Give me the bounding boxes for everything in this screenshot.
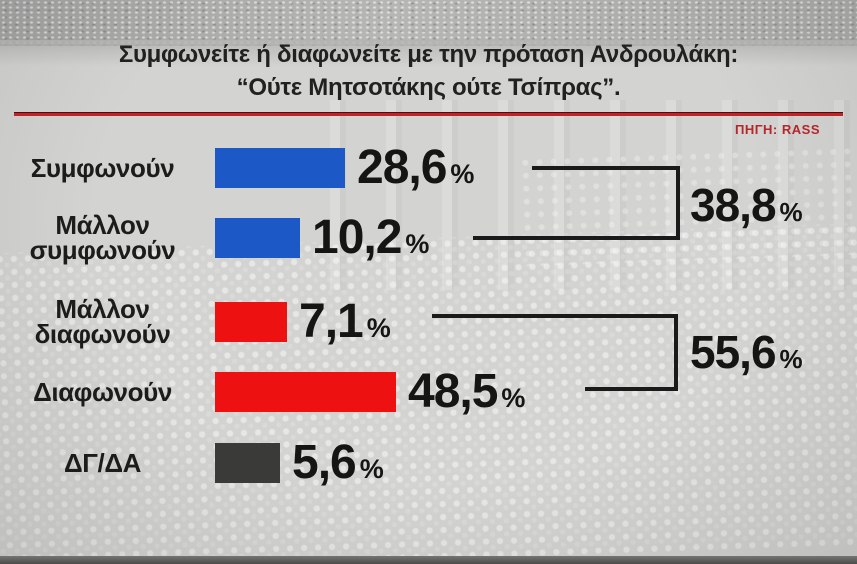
- row-label-line2: συμφωνούν: [29, 235, 176, 265]
- value-label: 28,6%: [357, 144, 474, 192]
- chart-row-dk-da: ΔΓ/ΔΑ 5,6%: [0, 439, 857, 487]
- value-number: 7,1: [299, 295, 364, 348]
- chart-row-disagree: Διαφωνούν 48,5%: [0, 368, 857, 416]
- chart-row-agree: Συμφωνούν 28,6%: [0, 144, 857, 192]
- bar-rather-disagree: [215, 302, 287, 342]
- chart-row-rather-disagree: Μάλλον διαφωνούν 7,1%: [0, 296, 857, 347]
- percent-sign: %: [450, 159, 475, 189]
- source-label: ΠΗΓΗ: RASS: [734, 122, 820, 137]
- background-fade: [0, 40, 857, 66]
- value-number: 5,6: [292, 436, 357, 489]
- value-label: 5,6%: [292, 439, 384, 487]
- value-label: 10,2%: [312, 214, 429, 262]
- percent-sign: %: [501, 383, 526, 413]
- value-number: 28,6: [357, 141, 447, 194]
- row-label-line1: Μάλλον: [55, 210, 150, 240]
- bracket-disagree-bottom-line: [585, 387, 678, 391]
- bar-disagree: [215, 372, 396, 412]
- bar-dk-da: [215, 443, 280, 483]
- percent-sign: %: [359, 454, 384, 484]
- red-divider-line: [14, 112, 843, 116]
- group-total-agree: 38,8%: [690, 182, 803, 228]
- bracket-disagree-top-line: [432, 314, 678, 318]
- percent-sign: %: [779, 197, 803, 227]
- bracket-agree-top-line: [532, 166, 680, 170]
- group-total-disagree: 55,6%: [690, 329, 803, 375]
- bracket-agree-bottom-line: [473, 236, 680, 240]
- chart-row-rather-agree: Μάλλον συμφωνούν 10,2%: [0, 212, 857, 263]
- bracket-agree-vertical-line: [676, 166, 680, 240]
- row-label: Συμφωνούν: [0, 152, 205, 183]
- value-label: 7,1%: [299, 298, 391, 346]
- row-label-line2: διαφωνούν: [34, 319, 171, 349]
- row-label-line1: Διαφωνούν: [33, 376, 172, 407]
- row-label-line1: Συμφωνούν: [30, 152, 175, 183]
- bar-rather-agree: [215, 218, 300, 258]
- percent-sign: %: [405, 229, 430, 259]
- row-label-line1: ΔΓ/ΔΑ: [63, 447, 141, 478]
- chart-title: Συμφωνείτε ή διαφωνείτε με την πρόταση Α…: [20, 38, 837, 104]
- background-parliament-columns: [330, 100, 857, 290]
- value-label: 48,5%: [408, 368, 525, 416]
- bar-agree: [215, 148, 345, 188]
- value-number: 48,5: [408, 365, 498, 418]
- row-label-line1: Μάλλον: [55, 294, 150, 324]
- bracket-disagree-vertical-line: [674, 314, 678, 391]
- row-label: ΔΓ/ΔΑ: [0, 447, 205, 478]
- row-label: Διαφωνούν: [0, 376, 205, 407]
- row-label: Μάλλον διαφωνούν: [0, 294, 205, 349]
- group-total-number: 55,6: [690, 326, 777, 378]
- background-photo-top: [0, 0, 857, 46]
- percent-sign: %: [366, 313, 391, 343]
- value-number: 10,2: [312, 211, 402, 264]
- bottom-edge-strip: [0, 556, 857, 564]
- row-label: Μάλλον συμφωνούν: [0, 210, 205, 265]
- group-total-number: 38,8: [690, 179, 777, 231]
- title-line-1: Συμφωνείτε ή διαφωνείτε με την πρόταση Α…: [118, 41, 739, 68]
- title-line-2: “Ούτε Μητσοτάκης ούτε Τσίπρας”.: [236, 74, 621, 101]
- percent-sign: %: [779, 344, 803, 374]
